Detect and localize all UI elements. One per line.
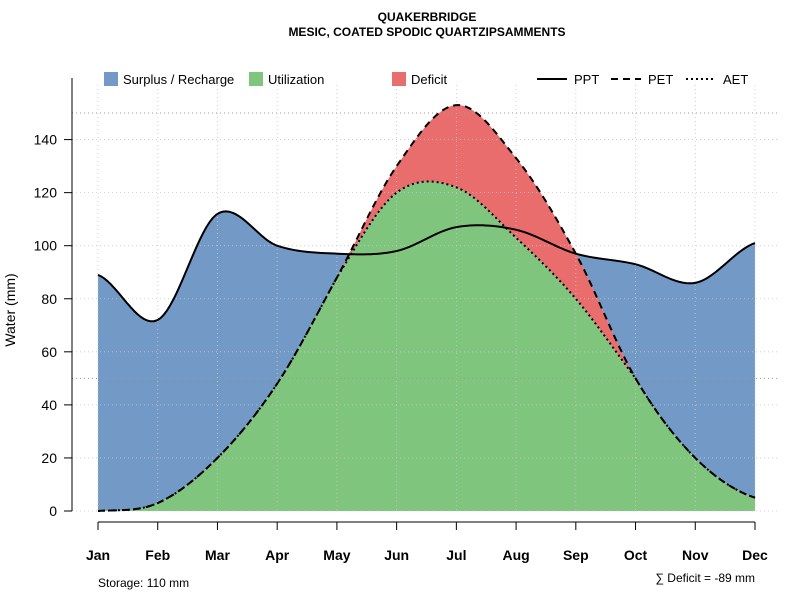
x-tick-label: Apr — [265, 547, 290, 563]
y-tick-label: 100 — [34, 238, 58, 254]
x-tick-label: Mar — [205, 547, 230, 563]
line-ppt — [97, 210, 756, 323]
legend-swatch-deficit — [392, 72, 406, 86]
y-tick-label: 0 — [49, 503, 57, 519]
x-tick-label: May — [323, 547, 350, 563]
x-tick-label: Nov — [682, 547, 709, 563]
x-tick-label: Jul — [446, 547, 466, 563]
area-surplus-recharge — [98, 105, 755, 512]
y-tick-label: 20 — [41, 450, 57, 466]
x-tick-label: Feb — [145, 547, 170, 563]
legend-swatch-utilization — [249, 72, 263, 86]
x-tick-label: Dec — [742, 547, 768, 563]
legend-label-pet: PET — [648, 72, 673, 87]
y-tick-label: 80 — [41, 291, 57, 307]
areas-layer — [98, 105, 755, 512]
legend-label-utilization: Utilization — [268, 72, 324, 87]
grid-layer — [72, 85, 780, 512]
y-tick-label: 140 — [34, 132, 58, 148]
line-pet — [97, 104, 756, 512]
legend-label-aet: AET — [723, 72, 748, 87]
chart-title: QUAKERBRIDGE — [378, 10, 477, 24]
chart-subtitle: MESIC, COATED SPODIC QUARTZIPSAMMENTS — [288, 25, 565, 39]
y-tick-label: 120 — [34, 185, 58, 201]
legend-label-ppt: PPT — [574, 72, 599, 87]
deficit-note: ∑ Deficit = -89 mm — [655, 571, 755, 585]
legend-label-deficit: Deficit — [411, 72, 448, 87]
y-axis-label: Water (mm) — [2, 273, 18, 346]
axes-layer: 0 20 40 60 80 100 120 140 Jan Feb Mar Apr May Jun Jul A… — [34, 78, 768, 563]
legend-swatch-surplus — [104, 72, 118, 86]
y-tick-label: 60 — [41, 344, 57, 360]
y-tick-label: 40 — [41, 397, 57, 413]
lines-layer — [97, 104, 756, 512]
area-utilization — [98, 181, 755, 511]
x-tick-label: Oct — [624, 547, 648, 563]
x-tick-label: Aug — [502, 547, 529, 563]
legend: Surplus / Recharge Utilization Deficit P… — [104, 72, 748, 87]
legend-label-surplus: Surplus / Recharge — [123, 72, 234, 87]
storage-note: Storage: 110 mm — [98, 576, 189, 590]
x-tick-label: Jun — [384, 547, 409, 563]
x-tick-label: Sep — [563, 547, 589, 563]
x-tick-label: Jan — [86, 547, 110, 563]
